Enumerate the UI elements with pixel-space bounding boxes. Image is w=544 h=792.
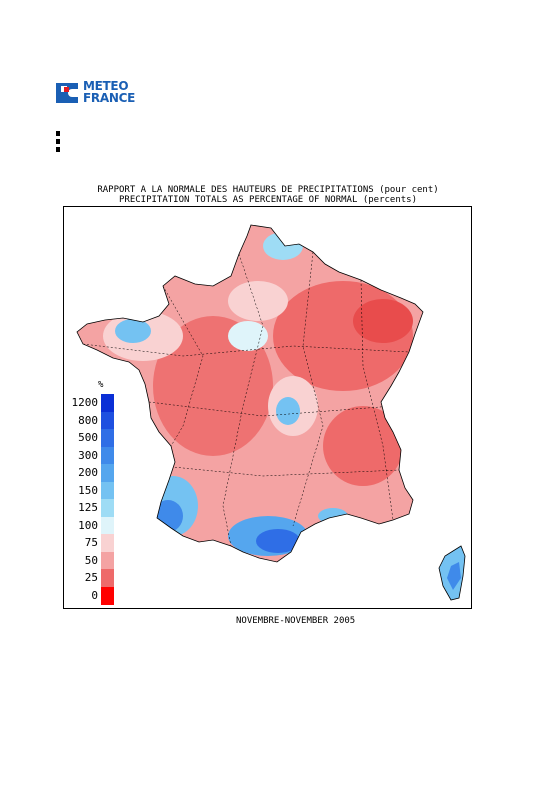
legend-class-label: 100 [78,518,98,532]
legend-swatch [101,569,114,587]
legend-swatch [101,586,114,605]
map-frame [63,206,472,609]
legend-class-label: 125 [78,501,98,514]
legend-class-500: 500 [62,429,122,447]
legend-class-150: 150 [62,481,122,500]
legend-class-100: 100 [62,516,122,535]
legend-class-label: 50 [84,553,98,567]
legend-class-label: 300 [78,448,98,462]
legend-class-label: 75 [84,536,98,549]
legend-swatch [101,534,114,552]
logo-line-2: FRANCE [83,91,135,105]
legend-class-125: 125 [62,499,122,517]
legend-class-800: 800 [62,411,122,430]
period-label: NOVEMBRE-NOVEMBER 2005 [236,616,356,626]
legend-class-label: 25 [84,571,98,584]
legend-class-0: 0 [62,586,122,605]
legend-class-label: 500 [78,431,98,444]
map-title-fr: RAPPORT A LA NORMALE DES HAUTEURS DE PRE… [97,185,439,195]
legend-swatch [101,429,114,447]
precipitation-map [76,224,466,601]
legend-swatch [101,446,114,465]
map-title-en: PRECIPITATION TOTALS AS PERCENTAGE OF NO… [118,195,417,205]
legend-swatch [101,411,114,430]
legend-swatch [101,516,114,535]
legend-class-75: 75 [62,534,122,552]
legend-class-25: 25 [62,569,122,587]
legend-class-200: 200 [62,464,122,482]
legend-class-label: 150 [78,483,98,497]
meteo-france-logo-mark-icon [56,83,78,103]
side-marks [56,131,62,155]
legend-swatch [101,394,114,412]
logo-text: METEO FRANCE [83,80,135,104]
map-legend: % 1200 800 500 300 200 150 125 100 75 50 25 0 [62,380,122,605]
legend-class-label: 1200 [71,396,99,409]
meteo-france-logo: METEO FRANCE [55,80,145,108]
legend-class-300: 300 [62,446,122,465]
legend-class-label: 800 [78,413,98,427]
legend-swatch [101,481,114,500]
legend-unit: % [98,380,104,390]
legend-swatch [101,551,114,570]
legend-class-1200: 1200 [62,394,122,412]
legend-class-label: 200 [78,466,98,479]
legend-class-label: 0 [91,588,98,602]
logo-line-1: METEO [83,79,129,93]
legend-class-50: 50 [62,551,122,570]
legend-swatch [101,499,114,517]
legend-swatch [101,464,114,482]
